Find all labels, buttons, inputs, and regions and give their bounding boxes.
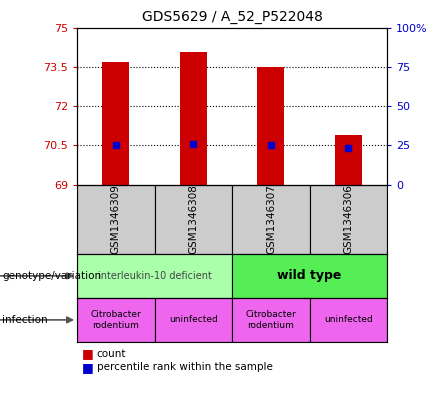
- Bar: [180, 52, 207, 185]
- Text: count: count: [97, 349, 126, 359]
- Text: genotype/variation: genotype/variation: [2, 271, 101, 281]
- Text: interleukin-10 deficient: interleukin-10 deficient: [98, 271, 212, 281]
- Text: uninfected: uninfected: [324, 316, 373, 324]
- Text: wild type: wild type: [278, 269, 342, 283]
- Text: percentile rank within the sample: percentile rank within the sample: [97, 362, 273, 373]
- Bar: [154, 185, 232, 254]
- Text: ■: ■: [81, 347, 93, 360]
- Bar: [77, 185, 154, 254]
- Bar: [232, 185, 310, 254]
- Text: uninfected: uninfected: [169, 316, 218, 324]
- Text: infection: infection: [2, 315, 48, 325]
- Bar: [232, 254, 387, 298]
- Bar: [154, 298, 232, 342]
- Bar: [77, 254, 232, 298]
- Bar: [77, 298, 154, 342]
- Text: Citrobacter
rodentium: Citrobacter rodentium: [246, 310, 296, 330]
- Text: GSM1346308: GSM1346308: [188, 184, 198, 254]
- Title: GDS5629 / A_52_P522048: GDS5629 / A_52_P522048: [142, 10, 323, 24]
- Text: GSM1346309: GSM1346309: [111, 184, 121, 254]
- Text: ■: ■: [81, 361, 93, 374]
- Bar: [335, 135, 362, 185]
- Text: GSM1346306: GSM1346306: [344, 184, 353, 254]
- Bar: [310, 185, 387, 254]
- Bar: [257, 67, 284, 185]
- Bar: [102, 62, 129, 185]
- Text: Citrobacter
rodentium: Citrobacter rodentium: [90, 310, 141, 330]
- Bar: [232, 298, 310, 342]
- Text: GSM1346307: GSM1346307: [266, 184, 276, 254]
- Bar: [310, 298, 387, 342]
